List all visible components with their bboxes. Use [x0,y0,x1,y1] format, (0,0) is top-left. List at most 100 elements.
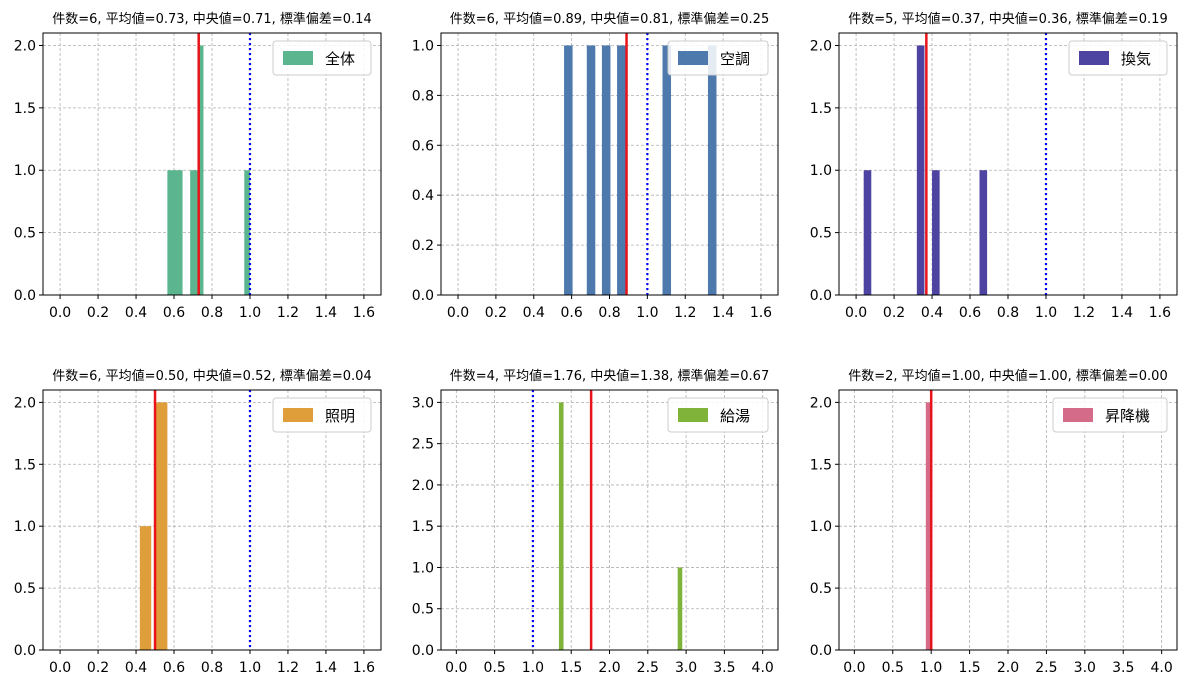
histogram-panel-6: 件数=2, 平均値=1.00, 中央値=1.00, 標準偏差=0.00 0.0 0.… [810,368,1178,676]
x-tick-label: 2.5 [1035,660,1057,676]
x-tick-label: 0.4 [523,305,545,321]
x-tick-label: 0.6 [163,660,185,676]
y-tick-label: 0.6 [412,138,434,154]
x-tick-label: 0.6 [959,305,981,321]
legend: 換気 [1068,40,1168,76]
x-tick-label: 4.0 [752,660,774,676]
y-tick-label: 2.0 [810,38,832,54]
legend: 昇降機 [1052,397,1168,433]
y-tick-label: 0.0 [412,288,434,304]
legend-swatch [1063,408,1093,422]
x-tick-label: 1.0 [239,660,261,676]
x-tick-label: 0.0 [447,305,469,321]
x-tick-label: 1.5 [958,660,980,676]
y-tick-label: 0.5 [810,581,832,597]
x-tick-label: 1.0 [636,305,658,321]
x-tick-label: 0.0 [49,305,71,321]
x-tick-label: 0.4 [125,305,147,321]
y-tick-label: 3.0 [412,395,434,411]
legend-label: 全体 [325,50,355,68]
legend-swatch [678,51,708,65]
x-tick-label: 0.5 [882,660,904,676]
histogram-bar [190,170,198,295]
y-tick-label: 1.0 [14,163,36,179]
x-tick-label: 0.8 [997,305,1019,321]
x-tick-label: 0.4 [125,660,147,676]
x-tick-label: 0.2 [87,660,109,676]
y-tick-label: 0.0 [412,643,434,659]
histogram-bar [139,526,152,650]
x-tick-label: 4.0 [1151,660,1173,676]
x-tick-label: 3.5 [713,660,735,676]
x-tick-label: 0.0 [49,660,71,676]
histogram-panel-5: 件数=4, 平均値=1.76, 中央値=1.38, 標準偏差=0.67 0.0 0.… [412,368,779,676]
histogram-bar [244,170,250,295]
y-tick-label: 2.0 [14,38,36,54]
x-tick-label: 1.0 [1035,305,1057,321]
histogram-bar [197,45,204,295]
x-tick-label: 0.8 [598,305,620,321]
legend-swatch [1079,51,1109,65]
panel-title: 件数=5, 平均値=0.37, 中央値=0.36, 標準偏差=0.19 [848,11,1167,27]
y-tick-label: 1.0 [810,519,832,535]
x-tick-label: 2.0 [598,660,620,676]
legend-label: 昇降機 [1105,407,1150,425]
y-tick-label: 0.5 [14,581,36,597]
y-tick-label: 1.0 [412,560,434,576]
x-tick-label: 1.4 [315,305,337,321]
legend-swatch [678,408,708,422]
y-tick-label: 0.0 [810,288,832,304]
x-tick-label: 1.0 [522,660,544,676]
histogram-bar [979,170,988,295]
histogram-bar [601,45,611,295]
legend-label: 給湯 [720,407,750,425]
x-tick-label: 3.0 [1074,660,1096,676]
panel-title: 件数=4, 平均値=1.76, 中央値=1.38, 標準偏差=0.67 [450,368,769,384]
y-tick-label: 0.5 [810,226,832,242]
x-tick-label: 1.6 [750,305,772,321]
x-tick-label: 3.5 [1112,660,1134,676]
x-tick-label: 0.8 [201,660,223,676]
x-tick-label: 1.6 [353,305,375,321]
legend-box [272,397,372,433]
y-tick-label: 1.5 [412,519,434,535]
y-tick-label: 0.0 [14,288,36,304]
y-tick-label: 1.0 [14,519,36,535]
y-tick-label: 0.5 [412,602,434,618]
histogram-bar [677,567,683,650]
y-tick-label: 1.5 [14,101,36,117]
y-tick-label: 0.5 [14,226,36,242]
x-tick-label: 1.6 [353,660,375,676]
legend-label: 照明 [325,407,355,425]
y-tick-label: 0.0 [810,643,832,659]
histogram-panel-2: 件数=6, 平均値=0.89, 中央値=0.81, 標準偏差=0.25 0.0 0.… [412,11,779,321]
y-tick-label: 1.0 [412,38,434,54]
legend-box [1052,397,1168,433]
x-tick-label: 0.0 [845,305,867,321]
histogram-bar [863,170,872,295]
legend-label: 換気 [1121,50,1151,68]
y-tick-label: 2.5 [412,437,434,453]
histogram-bar [564,45,573,295]
panel-title: 件数=2, 平均値=1.00, 中央値=1.00, 標準偏差=0.00 [848,368,1167,384]
legend-label: 空調 [720,50,750,68]
x-tick-label: 0.0 [843,660,865,676]
histogram-panel-4: 件数=6, 平均値=0.50, 中央値=0.52, 標準偏差=0.04 0.0 0.… [14,368,382,676]
x-tick-label: 1.4 [315,660,337,676]
legend-box [272,40,372,76]
histogram-panel-1: 件数=6, 平均値=0.73, 中央値=0.71, 標準偏差=0.14 0.0 0.… [14,11,382,321]
x-tick-label: 1.0 [920,660,942,676]
x-tick-label: 0.6 [163,305,185,321]
legend-swatch [283,408,313,422]
histogram-bar [155,402,168,650]
legend: 全体 [272,40,372,76]
x-tick-label: 0.5 [483,660,505,676]
x-tick-label: 3.0 [675,660,697,676]
histogram-bar [662,45,672,295]
x-tick-label: 2.0 [997,660,1019,676]
y-tick-label: 1.0 [810,163,832,179]
y-tick-label: 0.8 [412,88,434,104]
y-tick-label: 0.0 [14,643,36,659]
x-tick-label: 1.2 [1073,305,1095,321]
